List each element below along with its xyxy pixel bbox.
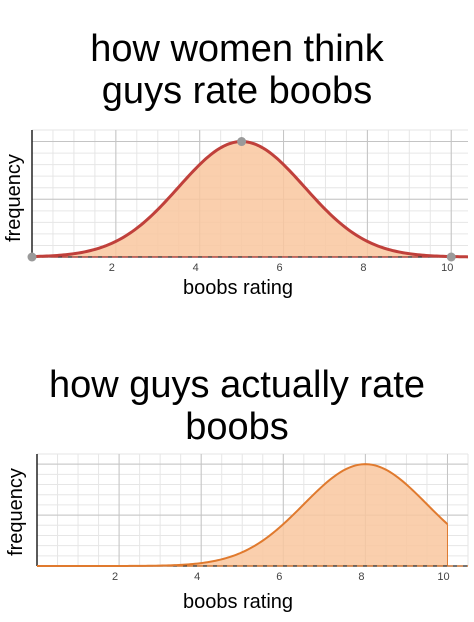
chart-1-tick-label: 6 <box>276 262 282 274</box>
chart-1-point <box>237 137 247 147</box>
chart-2-tick-label: 6 <box>276 571 282 583</box>
chart-1-tick-label: 10 <box>441 262 453 274</box>
chart-1-point <box>446 252 456 262</box>
chart-2-y-axis-label: frequency <box>5 468 27 556</box>
chart-2-x-axis-label: boobs rating <box>183 591 293 613</box>
chart-2: 2 4 6 8 10 boobs rating frequency <box>5 453 469 613</box>
chart-1-x-axis-label: boobs rating <box>183 277 293 299</box>
chart-1-y-axis-label: frequency <box>3 154 25 242</box>
chart-2-tick-label: 2 <box>112 571 118 583</box>
chart-1-series-line <box>31 140 469 259</box>
chart-1-tick-label: 4 <box>193 262 199 274</box>
chart-1-tick-label: 8 <box>360 262 366 274</box>
chart-2-series-line <box>37 463 449 567</box>
chart-2-tick-label: 10 <box>437 571 449 583</box>
chart-2-tick-label: 8 <box>358 571 364 583</box>
chart-2-tick-label: 4 <box>194 571 200 583</box>
chart-1: 2 4 6 8 10 boobs rating frequency <box>3 129 469 299</box>
chart-1-point <box>27 252 37 262</box>
chart-1-area-fill <box>32 141 468 257</box>
chart-2-area-fill <box>37 464 448 566</box>
chart-1-title: how women think guys rate boobs <box>90 28 384 112</box>
chart-1-tick-label: 2 <box>109 262 115 274</box>
chart-2-title: how guys actually rate boobs <box>49 364 425 448</box>
